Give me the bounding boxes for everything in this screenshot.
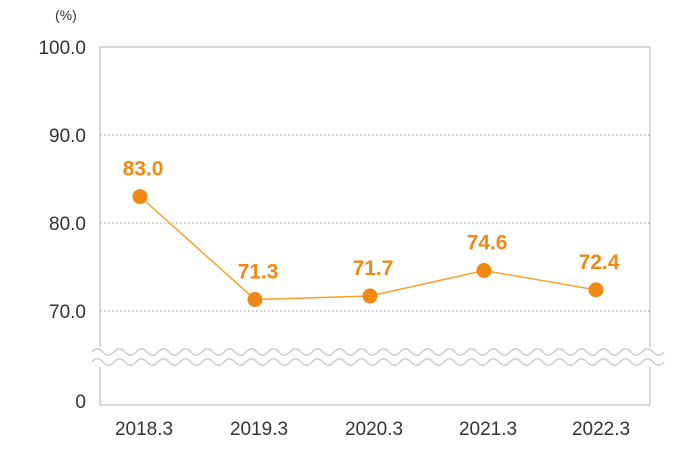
data-point: [362, 288, 378, 304]
y-tick-label: 70.0: [49, 302, 86, 323]
axis-break: [90, 347, 665, 367]
axis-break-wave-bottom: [91, 358, 665, 366]
series-line: [139, 196, 597, 301]
data-point: [588, 282, 604, 298]
data-label: 74.6: [467, 232, 508, 255]
y-tick-label: 90.0: [49, 126, 86, 147]
data-point: [132, 189, 148, 205]
x-tick-label: 2018.3: [115, 419, 173, 440]
data-label: 71.7: [353, 257, 394, 280]
axis-break-wave-top: [91, 348, 665, 356]
x-tick-label: 2019.3: [230, 419, 288, 440]
data-label: 71.3: [238, 261, 279, 284]
x-tick-label: 2020.3: [345, 419, 403, 440]
y-tick-label: 0: [75, 392, 86, 413]
y-tick-label: 100.0: [38, 38, 86, 59]
data-point: [476, 263, 492, 279]
x-tick-label: 2022.3: [572, 419, 630, 440]
data-point: [247, 292, 263, 308]
plot-frame: [99, 46, 651, 406]
data-label: 83.0: [123, 158, 164, 181]
x-tick-label: 2021.3: [459, 419, 517, 440]
y-tick-label: 80.0: [49, 214, 86, 235]
y-unit-label: (%): [55, 7, 77, 23]
data-label: 72.4: [579, 251, 620, 274]
